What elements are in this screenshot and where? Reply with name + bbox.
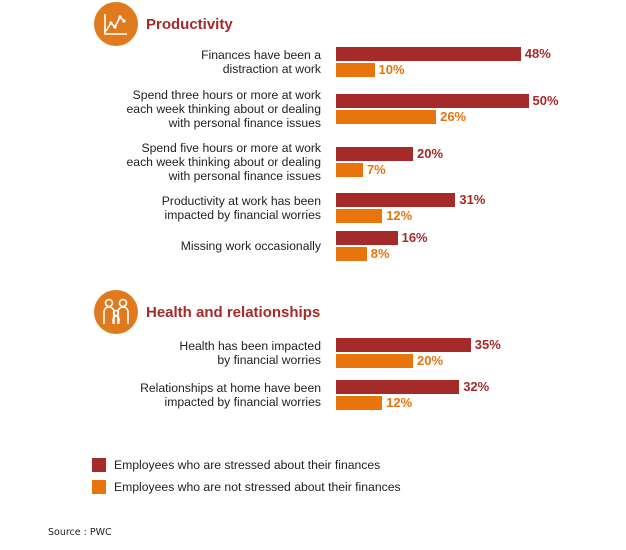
bar-stressed xyxy=(336,47,521,61)
section-title: Productivity xyxy=(146,16,233,33)
section-title: Health and relationships xyxy=(146,304,321,321)
bar-not-stressed xyxy=(336,110,437,124)
legend-swatch-stressed xyxy=(92,458,106,472)
bar-stressed xyxy=(336,231,398,245)
row-label: Missing work occasionally xyxy=(180,239,321,253)
row-label: Productivity at work has been impacted by… xyxy=(161,194,321,222)
row-label: Relationships at home have been impacted … xyxy=(140,381,321,409)
legend-label: Employees who are stressed about their f… xyxy=(114,458,381,472)
row-label: Finances have been a distraction at work xyxy=(201,48,321,76)
legend-label: Employees who are not stressed about the… xyxy=(114,480,401,494)
bar-not-stressed xyxy=(336,354,413,368)
bar-value-label: 31% xyxy=(459,192,486,207)
bar-value-label: 12% xyxy=(386,395,413,410)
source-note: Source : PWC xyxy=(48,527,112,538)
bar-stressed xyxy=(336,193,456,207)
row-label: Spend three hours or more at work each we… xyxy=(126,88,321,130)
bar-stressed xyxy=(336,147,413,161)
bar-stressed xyxy=(336,380,460,394)
bar-value-label: 16% xyxy=(401,230,428,245)
bar-value-label: 32% xyxy=(463,379,490,394)
row-label: Health has been impacted by financial wor… xyxy=(179,339,321,367)
bar-value-label: 7% xyxy=(366,162,386,177)
bar-not-stressed xyxy=(336,247,367,261)
bar-not-stressed xyxy=(336,209,383,223)
bar-value-label: 26% xyxy=(440,109,467,124)
bar-value-label: 20% xyxy=(417,353,444,368)
bar-value-label: 48% xyxy=(524,46,551,61)
bar-not-stressed xyxy=(336,63,375,77)
bar-stressed xyxy=(336,338,471,352)
bar-value-label: 10% xyxy=(378,62,405,77)
row-label: Spend five hours or more at work each wee… xyxy=(126,141,321,183)
bar-not-stressed xyxy=(336,163,363,177)
bar-value-label: 8% xyxy=(370,246,390,261)
legend-swatch-not-stressed xyxy=(92,480,106,494)
bar-value-label: 12% xyxy=(386,208,413,223)
line-chart-icon xyxy=(94,2,138,46)
bar-stressed xyxy=(336,94,529,108)
family-icon xyxy=(94,290,138,334)
bar-value-label: 20% xyxy=(417,146,444,161)
bar-not-stressed xyxy=(336,396,383,410)
bar-value-label: 35% xyxy=(474,337,501,352)
bar-value-label: 50% xyxy=(532,93,559,108)
